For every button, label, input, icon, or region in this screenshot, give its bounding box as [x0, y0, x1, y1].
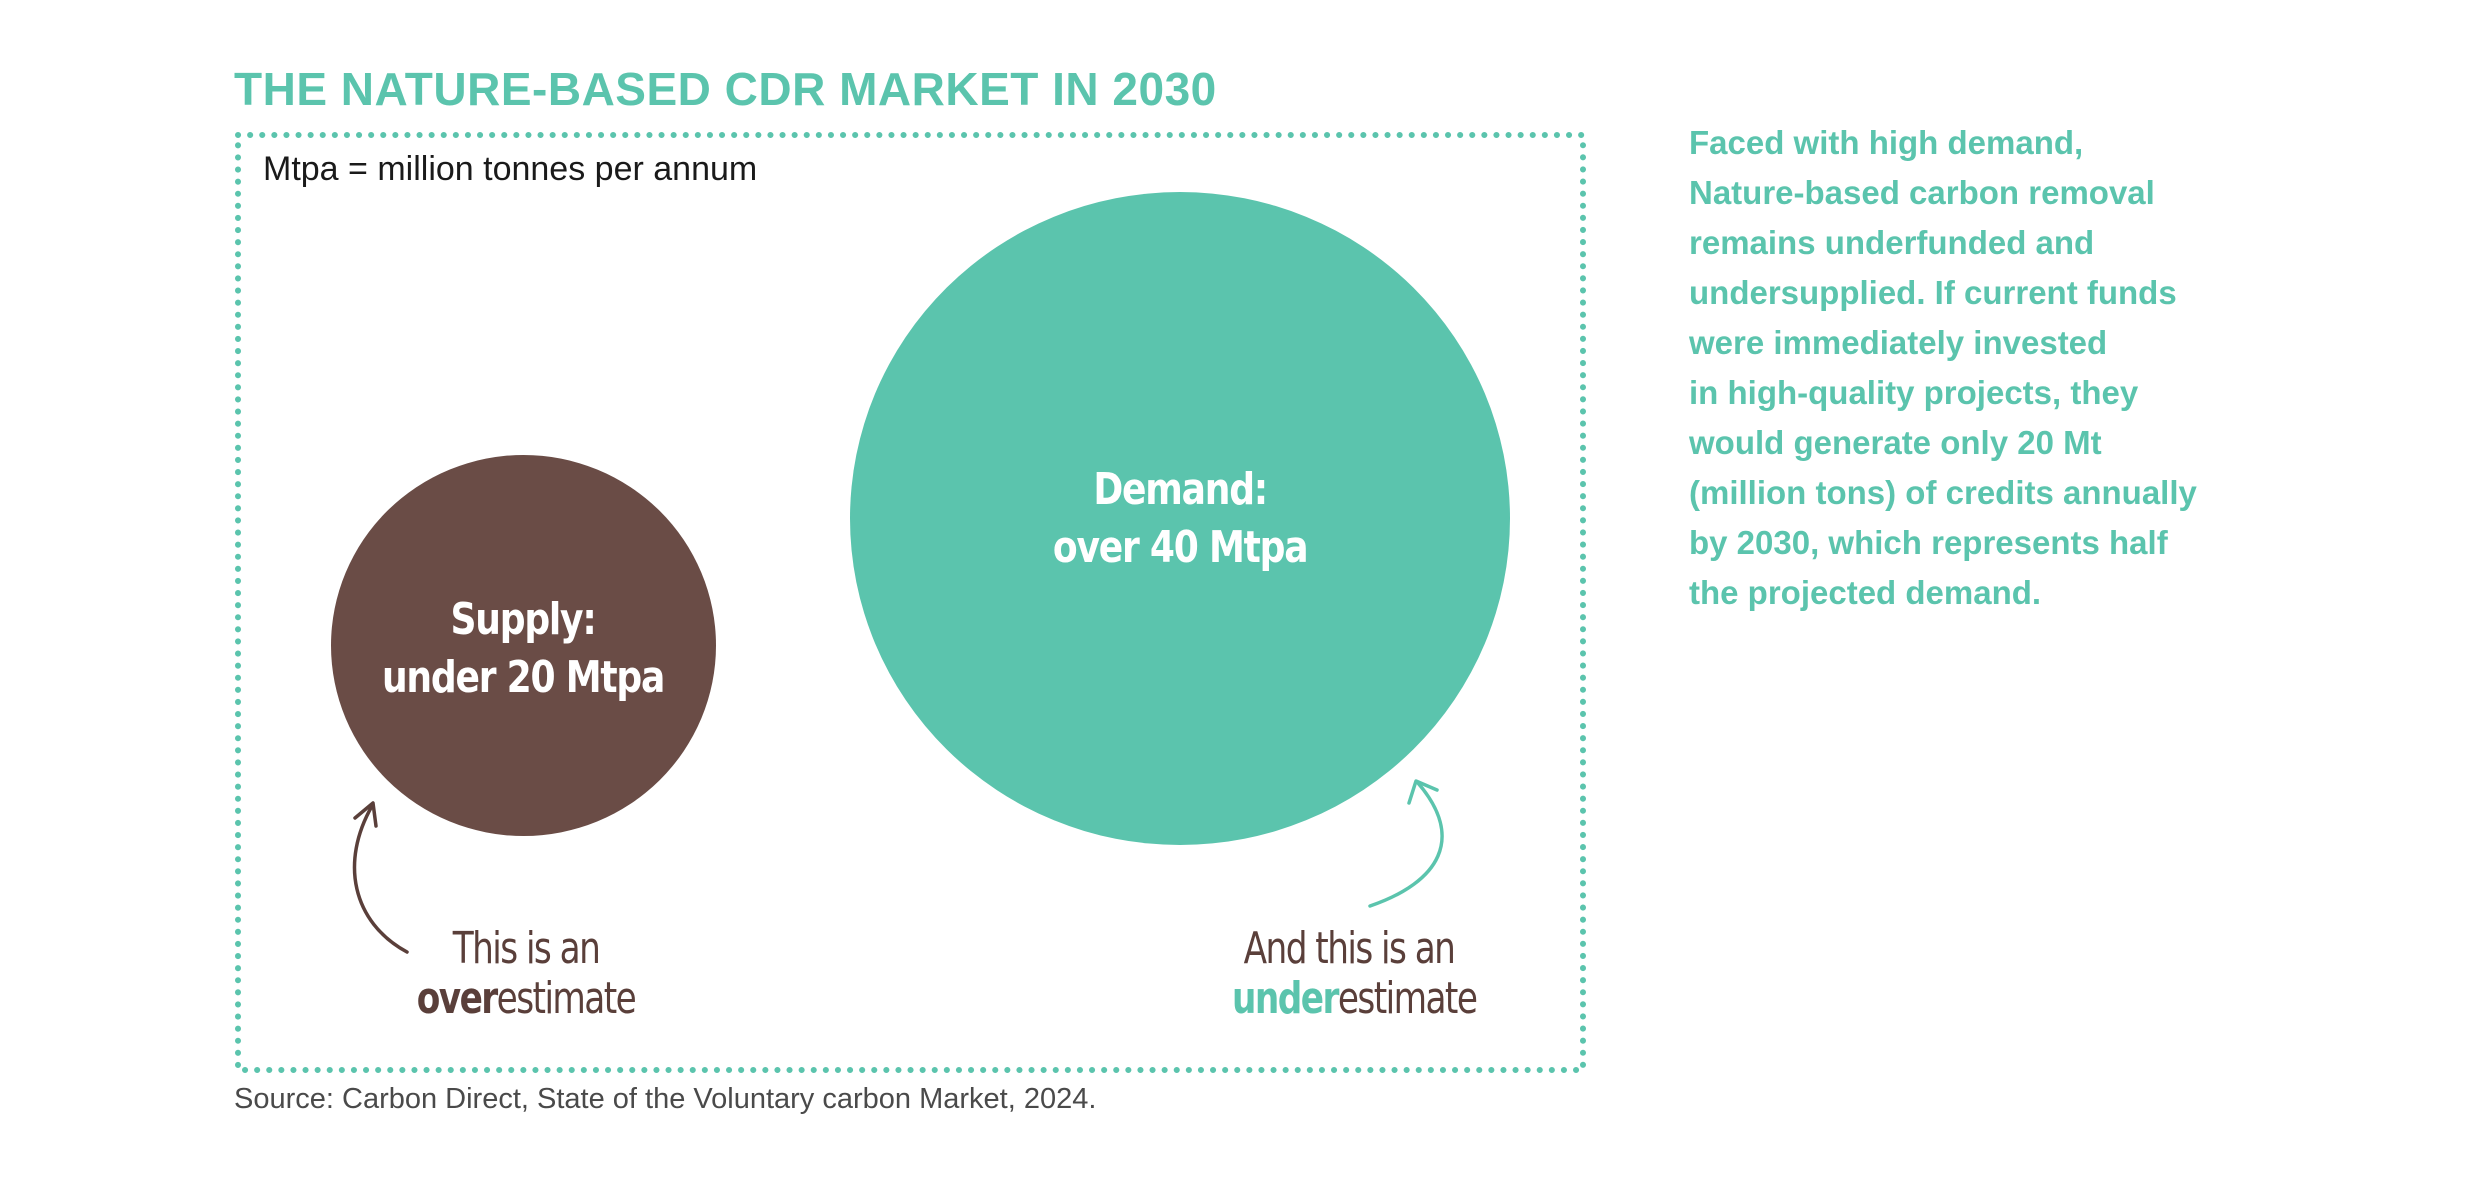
demand-circle: Demand: over 40 Mtpa: [850, 192, 1510, 845]
side-text-line: remains underfunded and: [1689, 224, 2095, 261]
side-text-line: in high-quality projects, they: [1689, 374, 2139, 411]
underestimate-note-line2: underestimate: [1232, 973, 1478, 1024]
demand-arrow-icon: [1368, 779, 1444, 908]
side-text-line: Nature-based carbon removal: [1689, 174, 2155, 211]
source-citation: Source: Carbon Direct, State of the Volu…: [234, 1083, 1097, 1115]
side-text-line: undersupplied. If current funds: [1689, 274, 2177, 311]
overestimate-emphasis: over: [416, 973, 498, 1024]
side-text-line: were immediately invested: [1689, 324, 2108, 361]
overestimate-rest: estimate: [496, 973, 637, 1024]
supply-circle: Supply: under 20 Mtpa: [331, 455, 716, 836]
demand-label-heading: Demand:: [1093, 463, 1268, 515]
supply-arrow-icon: [352, 801, 409, 954]
demand-label-value: over 40 Mtpa: [1052, 521, 1309, 573]
dotted-border: [235, 132, 1586, 1073]
overestimate-note: This is an overestimate: [376, 924, 676, 1024]
supply-label-heading: Supply:: [450, 593, 597, 645]
side-text-line: by 2030, which represents half: [1689, 524, 2168, 561]
underestimate-note: And this is an underestimate: [1199, 924, 1499, 1024]
diagram-frame: [234, 131, 1587, 1074]
side-text-line: (million tons) of credits annually: [1689, 474, 2197, 511]
supply-label-value: under 20 Mtpa: [382, 651, 665, 703]
underestimate-note-line1: And this is an: [1243, 923, 1456, 974]
overestimate-note-line2: overestimate: [409, 974, 643, 1024]
side-text-line: would generate only 20 Mt: [1689, 424, 2102, 461]
overestimate-note-line1: This is an: [452, 923, 601, 974]
side-description: Faced with high demand, Nature-based car…: [1689, 118, 2309, 618]
side-text-line: the projected demand.: [1689, 574, 2042, 611]
underestimate-emphasis: under: [1232, 973, 1339, 1024]
side-text-line: Faced with high demand,: [1689, 124, 2084, 161]
underestimate-rest: estimate: [1337, 973, 1478, 1024]
unit-note: Mtpa = million tonnes per annum: [263, 150, 758, 188]
page-title: THE NATURE-BASED CDR MARKET IN 2030: [234, 63, 1217, 115]
